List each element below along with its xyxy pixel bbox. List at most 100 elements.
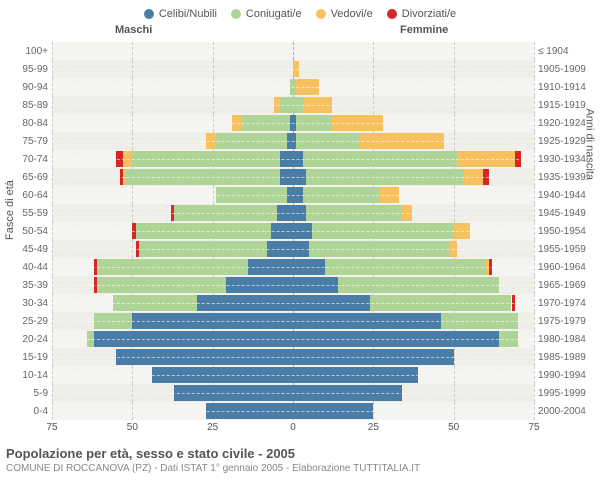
header-female: Femmine — [400, 24, 448, 36]
bar-male — [94, 259, 293, 275]
bar-segment — [293, 259, 325, 275]
pyramid-row: 70-741930-1934 — [0, 150, 600, 168]
bar-segment — [312, 223, 453, 239]
age-label: 40-44 — [0, 262, 52, 273]
bar-female — [293, 151, 521, 167]
bar-segment — [303, 151, 457, 167]
bar-segment — [515, 151, 521, 167]
bar-segment — [441, 313, 518, 329]
bar-female — [293, 349, 454, 365]
bar-segment — [216, 187, 287, 203]
x-tick: 50 — [127, 422, 138, 433]
bar-female — [293, 205, 412, 221]
age-label: 95-99 — [0, 64, 52, 75]
bar-segment — [171, 205, 174, 221]
pyramid-row: 20-241980-1984 — [0, 330, 600, 348]
age-label: 30-34 — [0, 298, 52, 309]
bar-female — [293, 241, 457, 257]
birth-year-label: 1930-1934 — [534, 154, 600, 165]
bar-segment — [94, 259, 97, 275]
bar-segment — [274, 97, 280, 113]
bar-segment — [132, 151, 280, 167]
gender-headers: Maschi Femmine — [0, 24, 600, 40]
bar-segment — [232, 115, 242, 131]
bar-female — [293, 277, 499, 293]
bar-segment — [293, 277, 338, 293]
legend-label: Coniugati/e — [246, 8, 302, 20]
birth-year-label: 1905-1909 — [534, 64, 600, 75]
birth-year-label: 1975-1979 — [534, 316, 600, 327]
birth-year-label: 1950-1954 — [534, 226, 600, 237]
bar-segment — [293, 97, 303, 113]
bar-segment — [136, 241, 139, 257]
pyramid-row: 60-64 1940-1944 — [0, 186, 600, 204]
bar-segment — [338, 277, 499, 293]
row-plot — [52, 348, 534, 366]
birth-year-label: 1945-1949 — [534, 208, 600, 219]
bar-female — [293, 331, 518, 347]
bar-female — [293, 295, 515, 311]
bar-segment — [120, 169, 123, 185]
bar-female — [293, 79, 319, 95]
bar-segment — [94, 331, 293, 347]
bar-segment — [139, 241, 268, 257]
bar-male — [87, 331, 293, 347]
birth-year-label: 2000-2004 — [534, 406, 600, 417]
birth-year-label: 1910-1914 — [534, 82, 600, 93]
age-label: 100+ — [0, 46, 52, 57]
bar-segment — [206, 133, 216, 149]
row-plot — [52, 276, 534, 294]
bar-segment — [97, 277, 226, 293]
bar-segment — [293, 385, 402, 401]
pyramid-row: 5-91995-1999 — [0, 384, 600, 402]
bar-male — [206, 133, 293, 149]
legend-swatch — [316, 9, 326, 19]
x-tick: 75 — [528, 422, 539, 433]
birth-year-label: 1970-1974 — [534, 298, 600, 309]
legend-swatch — [231, 9, 241, 19]
pyramid-row: 50-54 1950-1954 — [0, 222, 600, 240]
birth-year-label: 1985-1989 — [534, 352, 600, 363]
bar-segment — [136, 223, 271, 239]
age-label: 55-59 — [0, 208, 52, 219]
pyramid-row: 10-141990-1994 — [0, 366, 600, 384]
bar-segment — [332, 115, 383, 131]
bar-female — [293, 187, 399, 203]
row-plot — [52, 258, 534, 276]
bar-segment — [360, 133, 444, 149]
bar-segment — [402, 205, 412, 221]
bar-segment — [293, 223, 312, 239]
birth-year-label: ≤ 1904 — [534, 46, 600, 57]
bar-segment — [174, 205, 277, 221]
row-plot — [52, 168, 534, 186]
bar-segment — [370, 295, 511, 311]
pyramid-row: 30-34 1970-1974 — [0, 294, 600, 312]
chart-footer: Popolazione per età, sesso e stato civil… — [6, 446, 594, 474]
age-label: 45-49 — [0, 244, 52, 255]
bar-female — [293, 313, 518, 329]
chart-title: Popolazione per età, sesso e stato civil… — [6, 446, 594, 461]
row-plot — [52, 204, 534, 222]
bar-segment — [293, 331, 499, 347]
age-label: 15-19 — [0, 352, 52, 363]
age-label: 60-64 — [0, 190, 52, 201]
bar-segment — [293, 403, 373, 419]
age-label: 50-54 — [0, 226, 52, 237]
age-label: 20-24 — [0, 334, 52, 345]
bar-segment — [126, 169, 280, 185]
row-plot — [52, 330, 534, 348]
pyramid-row: 55-59 1945-1949 — [0, 204, 600, 222]
birth-year-label: 1940-1944 — [534, 190, 600, 201]
age-label: 5-9 — [0, 388, 52, 399]
legend-label: Vedovi/e — [331, 8, 373, 20]
age-label: 90-94 — [0, 82, 52, 93]
bar-segment — [293, 367, 418, 383]
bar-segment — [97, 259, 248, 275]
row-plot — [52, 78, 534, 96]
birth-year-label: 1955-1959 — [534, 244, 600, 255]
bar-segment — [325, 259, 486, 275]
row-plot — [52, 150, 534, 168]
age-label: 80-84 — [0, 118, 52, 129]
bar-female — [293, 385, 402, 401]
bar-female — [293, 61, 299, 77]
